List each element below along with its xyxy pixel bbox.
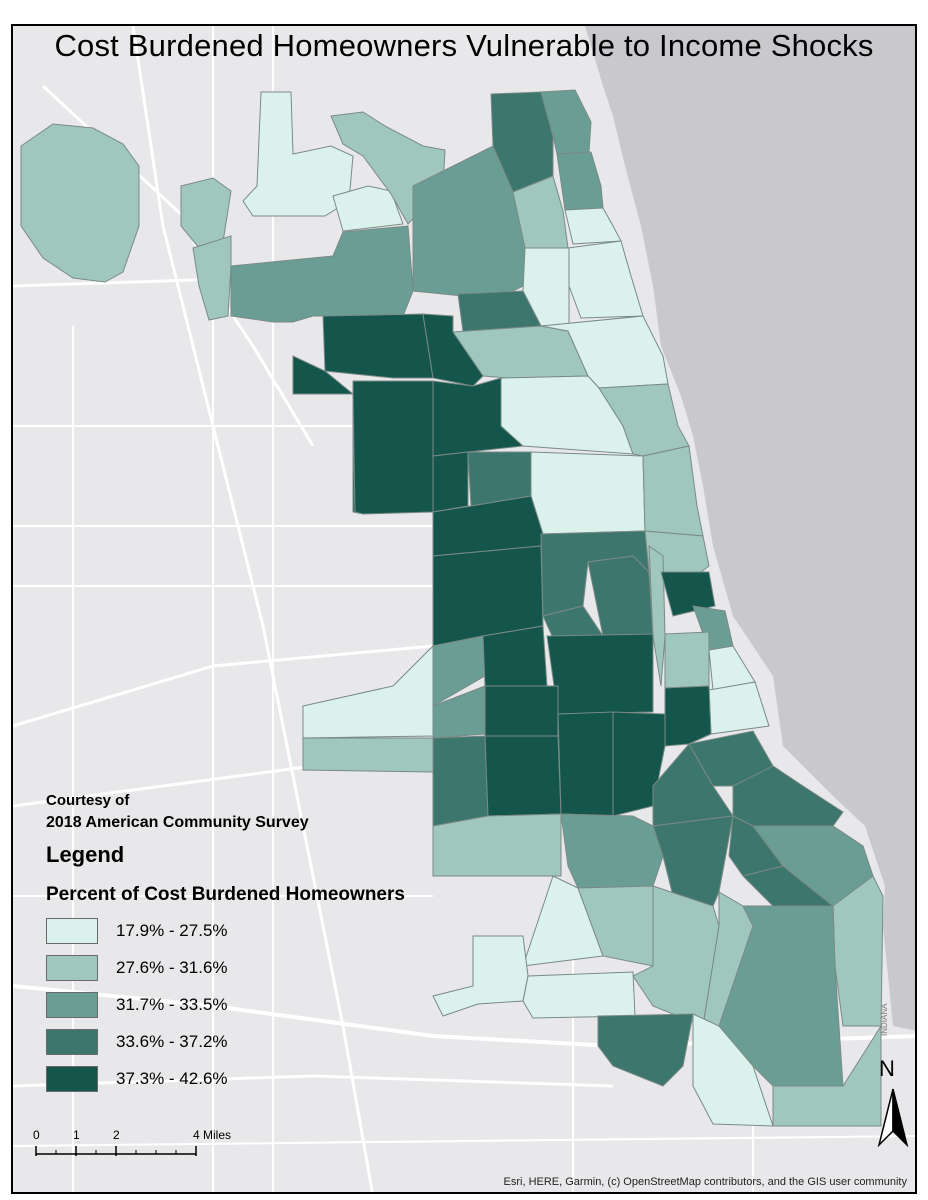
legend-swatch xyxy=(46,1066,98,1092)
scale-tick-label: 0 xyxy=(33,1128,40,1142)
area-morgan-park[interactable] xyxy=(522,971,636,1019)
area-humboldt-park-north[interactable] xyxy=(432,451,469,513)
area-west-englewood[interactable] xyxy=(557,711,614,817)
legend-label: 37.3% - 42.6% xyxy=(116,1069,228,1088)
legend-swatch xyxy=(46,955,98,981)
area-chicago-lawn[interactable] xyxy=(484,735,562,817)
lake-michigan xyxy=(585,26,915,1031)
legend-label: 31.7% - 33.5% xyxy=(116,995,228,1014)
scale-tick-label: 1 xyxy=(73,1128,80,1142)
area-edgewater[interactable] xyxy=(564,207,622,245)
area-mount-greenwood[interactable] xyxy=(432,935,529,1017)
area-ashburn[interactable] xyxy=(432,813,562,877)
area-dunning[interactable] xyxy=(230,225,414,323)
legend-label: 17.9% - 27.5% xyxy=(116,921,228,940)
area-edison-park-west[interactable] xyxy=(180,177,232,249)
map-attribution: Esri, HERE, Garmin, (c) OpenStreetMap co… xyxy=(503,1176,907,1188)
legend-item: 31.7% - 33.5% xyxy=(46,990,228,1020)
area-lower-west-side[interactable] xyxy=(587,555,654,637)
map-title: Cost Burdened Homeowners Vulnerable to I… xyxy=(54,28,874,63)
area-west-lawn[interactable] xyxy=(432,735,489,827)
area-bridgeport[interactable] xyxy=(648,544,666,687)
area-norwood[interactable] xyxy=(192,235,232,321)
legend-heading: Legend xyxy=(46,842,125,867)
area-west-town[interactable] xyxy=(530,451,646,535)
area-montclare[interactable] xyxy=(292,355,364,515)
legend-label: 27.6% - 31.6% xyxy=(116,958,228,977)
area-clearing[interactable] xyxy=(302,737,434,773)
north-arrow-icon xyxy=(877,1088,909,1147)
area-gage-park[interactable] xyxy=(484,685,559,737)
area-new-city[interactable] xyxy=(546,633,654,715)
area-garfield-ridge[interactable] xyxy=(302,644,434,739)
area-brighton-park[interactable] xyxy=(482,625,548,687)
legend-item: 17.9% - 27.5% xyxy=(46,916,228,946)
area-englewood[interactable] xyxy=(612,711,666,817)
legend-label: 33.6% - 37.2% xyxy=(116,1032,228,1051)
area-edgewater-north[interactable] xyxy=(556,151,604,211)
area-ohare[interactable] xyxy=(20,123,140,283)
road-network xyxy=(13,26,915,1192)
scale-tick-label: 2 xyxy=(113,1128,120,1142)
community-areas xyxy=(20,89,884,1127)
area-douglas[interactable] xyxy=(660,571,716,617)
scale-bar: 0 1 2 4 Miles xyxy=(33,1128,253,1164)
legend-subtitle: Percent of Cost Burdened Homeowners xyxy=(46,884,405,905)
legend-item: 27.6% - 31.6% xyxy=(46,953,228,983)
legend-swatch xyxy=(46,1029,98,1055)
courtesy-line: Courtesy of xyxy=(46,792,130,809)
area-portage-park[interactable] xyxy=(322,313,434,379)
legend-item: 37.3% - 42.6% xyxy=(46,1064,228,1094)
area-lincoln-square[interactable] xyxy=(512,175,569,249)
scale-tick-label: 4 Miles xyxy=(193,1128,232,1142)
area-garfield-boulevard[interactable] xyxy=(664,685,712,747)
legend-item: 33.6% - 37.2% xyxy=(46,1027,228,1057)
area-hegewisch-south[interactable] xyxy=(772,1024,882,1127)
area-auburn-gresham[interactable] xyxy=(560,813,664,889)
area-forest-glen[interactable] xyxy=(332,185,404,232)
area-near-north[interactable] xyxy=(642,445,704,537)
area-kenwood[interactable] xyxy=(664,631,710,689)
area-belmont-cragin-north[interactable] xyxy=(422,313,484,387)
scale-bar-graphic xyxy=(35,1146,197,1156)
north-label: N xyxy=(879,1056,895,1081)
map-frame: INDIANA Cost Burdened Homeowners Vulnera… xyxy=(11,24,917,1194)
area-greater-grand-crossing[interactable] xyxy=(652,743,734,827)
area-belmont-cragin[interactable] xyxy=(352,380,434,515)
legend-swatch xyxy=(46,992,98,1018)
area-woodlawn[interactable] xyxy=(708,681,770,735)
area-west-pullman[interactable] xyxy=(597,1013,694,1087)
legend-swatch xyxy=(46,918,98,944)
source-line: 2018 American Community Survey xyxy=(46,814,309,831)
map-canvas[interactable]: INDIANA xyxy=(13,26,917,1194)
area-uptown[interactable] xyxy=(567,240,644,319)
indiana-label: INDIANA xyxy=(880,1003,889,1036)
